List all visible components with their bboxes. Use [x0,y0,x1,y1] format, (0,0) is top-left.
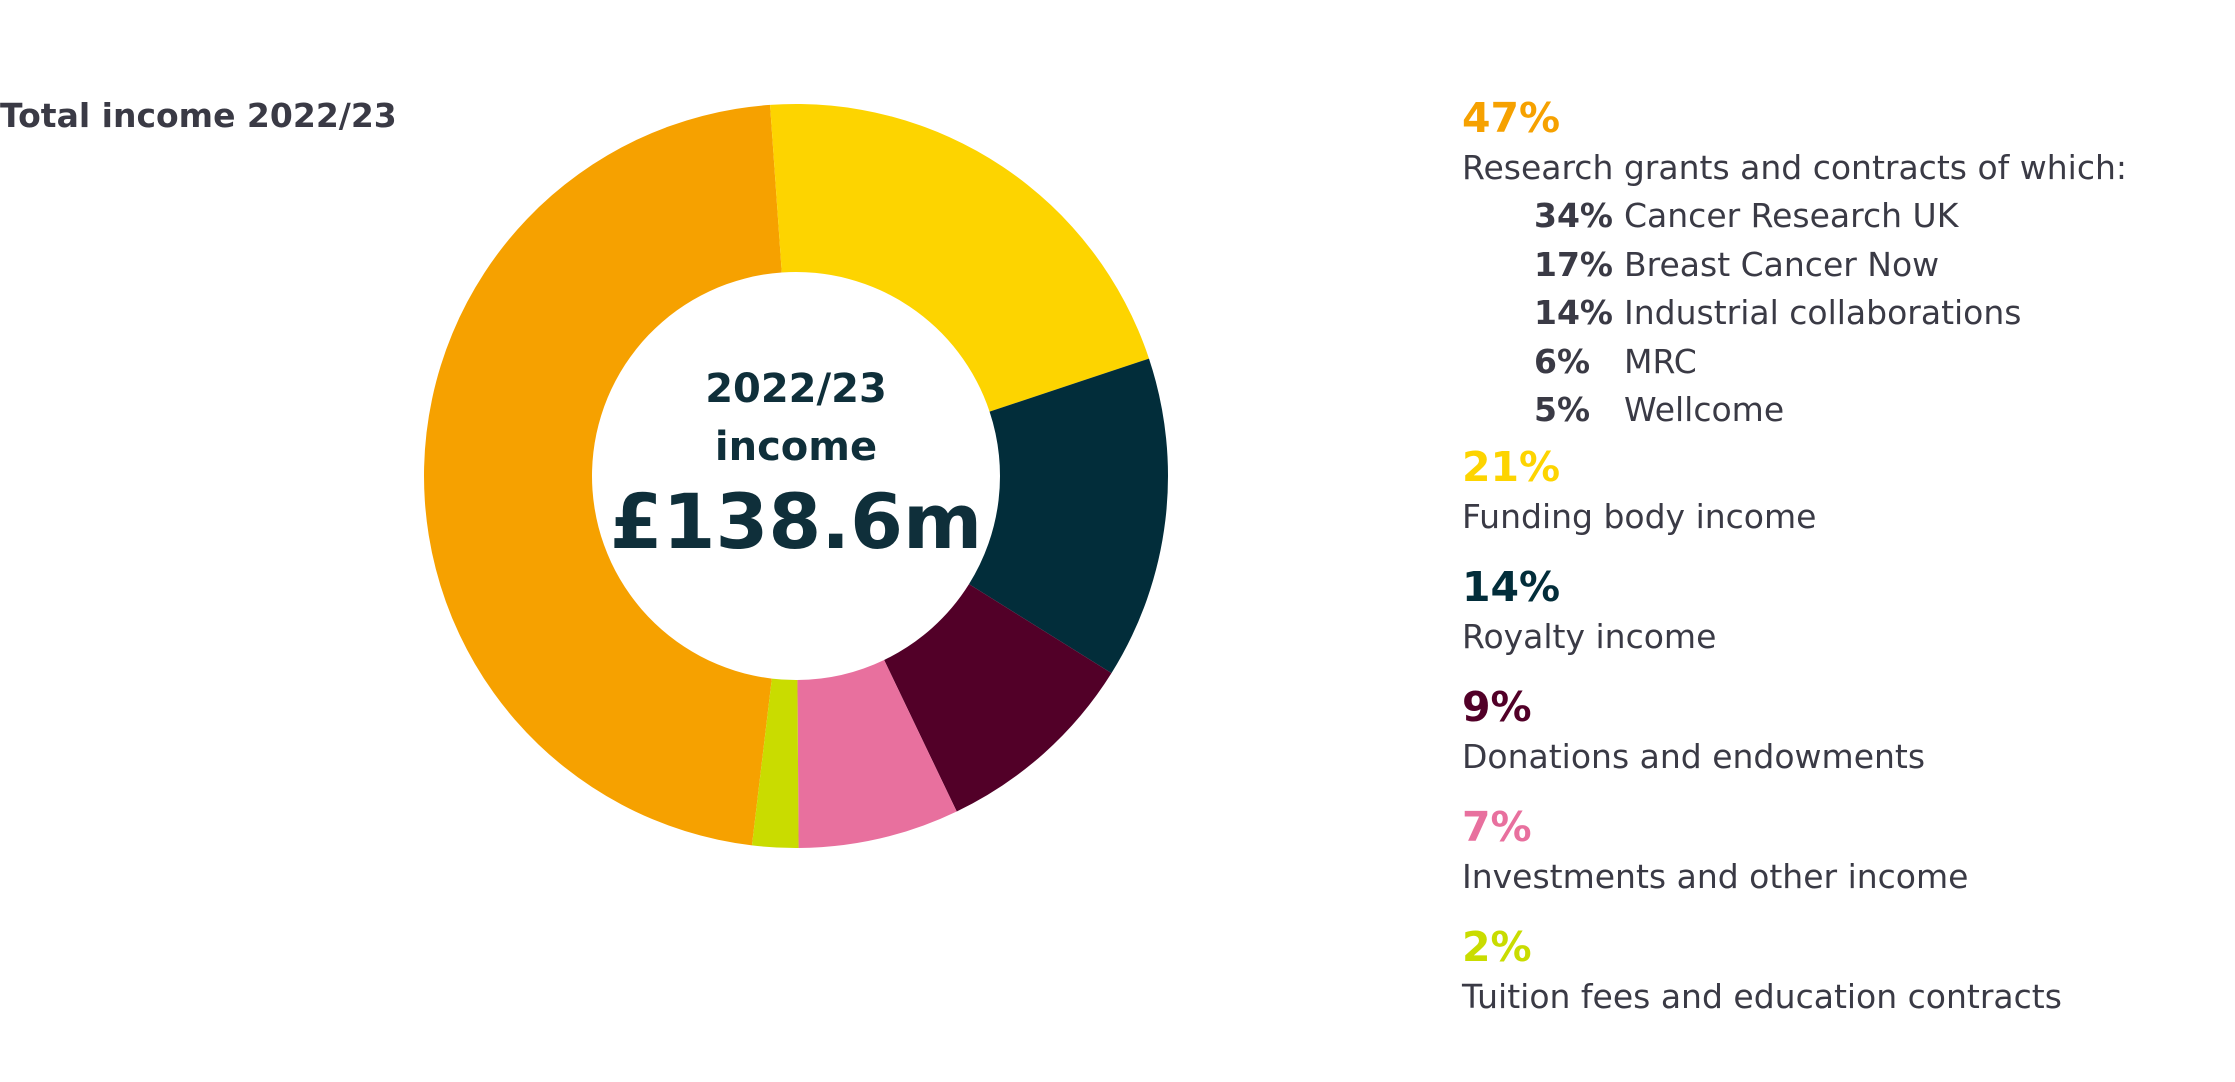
legend-entry-donations: 9% Donations and endowments [1462,681,2232,781]
breakdown-percent: 6% [1534,341,1591,381]
donut-slice-donations [884,584,1112,812]
legend-entry-royalty: 14% Royalty income [1462,561,2232,661]
donut-slice-royalty [969,358,1169,674]
chart-title: Total income 2022/23 [0,96,397,135]
legend-percent: 2% [1462,922,1532,971]
breakdown-label: Breast Cancer Now [1624,244,1940,284]
research-breakdown-list: 34% Cancer Research UK 17% Breast Cancer N… [1534,192,2232,435]
breakdown-label: Wellcome [1624,390,1785,429]
legend-percent: 7% [1462,802,1532,851]
donut-slice-research [424,104,782,846]
donut-slice-investments [797,659,957,848]
legend-label: Research grants and contracts of which: [1462,148,2127,187]
breakdown-percent: 5% [1534,390,1591,429]
center-year: 2022/23 [705,366,887,412]
breakdown-percent: 14% [1534,293,1613,332]
breakdown-label: Cancer Research UK [1624,196,1959,235]
legend-entry-funding: 21% Funding body income [1462,441,2232,541]
legend-percent: 9% [1462,682,1532,731]
center-caption: income [714,424,878,470]
legend: 47% Research grants and contracts of whi… [1462,92,2232,1041]
breakdown-item: 6% MRC [1534,338,2232,387]
legend-percent: 47% [1462,94,1561,142]
breakdown-label: Industrial collaborations [1624,293,2022,332]
legend-label: Donations and endowments [1462,736,1926,776]
legend-entry-investments: 7% Investments and other income [1462,801,2232,901]
donut-chart [424,104,1169,848]
legend-percent: 14% [1462,562,1561,611]
center-total-value: £138.6m [609,477,983,566]
legend-label: Royalty income [1462,616,1717,656]
breakdown-label: MRC [1624,341,1697,381]
breakdown-item: 34% Cancer Research UK [1534,192,2232,241]
donut-slice-tuition [751,678,799,848]
breakdown-item: 17% Breast Cancer Now [1534,241,2232,290]
legend-entry-tuition: 2% Tuition fees and education contracts [1462,921,2232,1021]
donut-slice-funding [770,104,1149,412]
legend-entry-research: 47% Research grants and contracts of whi… [1462,92,2232,192]
legend-label: Funding body income [1462,496,1817,536]
legend-label: Investments and other income [1462,856,1969,896]
legend-label: Tuition fees and education contracts [1462,976,2062,1016]
donut-center-label: 2022/23 income £138.6m [586,360,1006,570]
breakdown-item: 5% Wellcome [1534,386,2232,435]
breakdown-percent: 34% [1534,196,1613,235]
legend-percent: 21% [1462,442,1561,491]
breakdown-item: 14% Industrial collaborations [1534,289,2232,338]
breakdown-percent: 17% [1534,244,1613,284]
